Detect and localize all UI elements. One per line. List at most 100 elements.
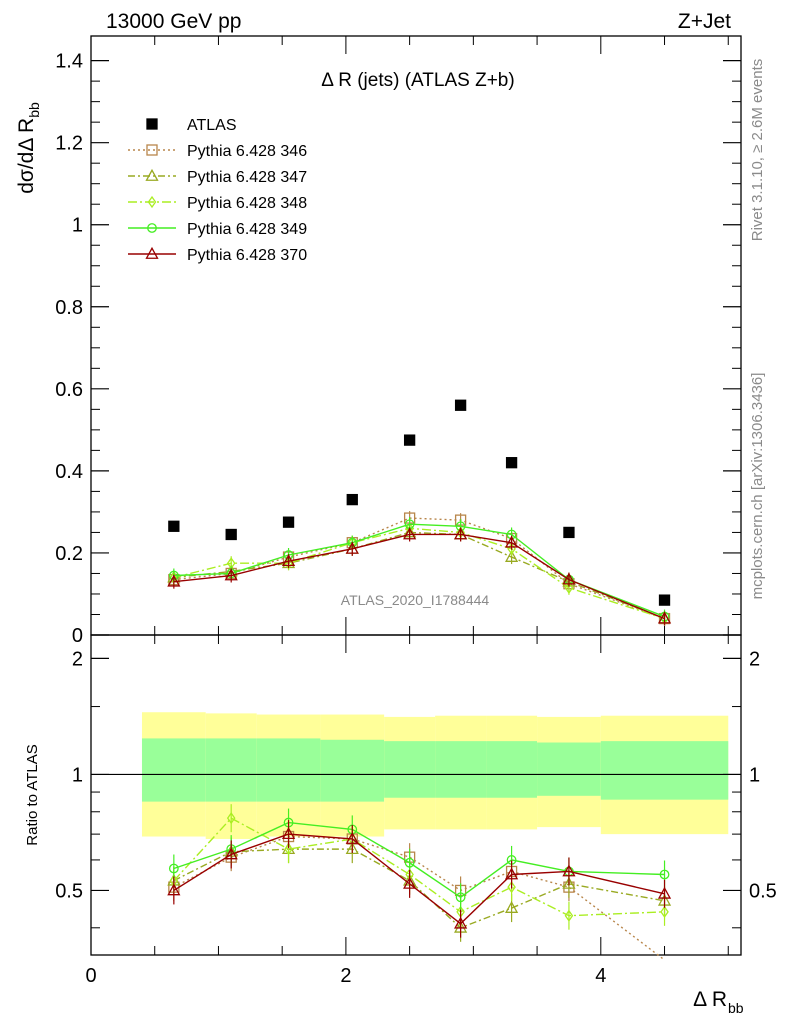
atlas-point-5 — [454, 399, 467, 411]
xtick-label-0: 0 — [85, 965, 96, 987]
legend-marker-atlas — [146, 118, 158, 130]
legend-marker-2 — [147, 195, 157, 209]
legend: ATLAS Pythia 6.428 346 Pythia 6.428 347 Pyt… — [128, 117, 307, 264]
ratio-axes: 0.5 0.5 1 1 2 2 0 2 4 — [55, 634, 777, 987]
ratio-bands — [91, 712, 741, 839]
xlabel: Δ R bb — [693, 988, 744, 1016]
main-ytick-label-5: 1 — [72, 215, 83, 237]
main-ytick-label-6: 1.2 — [55, 133, 83, 155]
ratio-ytick-label-right-2: 2 — [749, 648, 760, 670]
main-point-4-5 — [454, 527, 468, 540]
ratio-point-2-1 — [226, 812, 236, 825]
ratio-point-4-3 — [345, 831, 359, 844]
main-ylabel-text: dσ/dΔ R — [15, 118, 38, 194]
main-ylabel-sub: bb — [26, 102, 42, 118]
ratio-point-4-2 — [281, 827, 296, 840]
band-inner-7 — [537, 742, 601, 796]
band-inner-8 — [600, 741, 729, 800]
main-ytick-label-7: 1.4 — [55, 51, 83, 73]
main-ytick-label-0: 0 — [72, 625, 83, 647]
ratio-point-4-8 — [657, 886, 672, 899]
ratio-point-2-2 — [284, 842, 293, 856]
atlas-point-1 — [225, 528, 237, 541]
band-inner-2 — [256, 738, 321, 802]
svg-text:dσ/dΔ Rbb: dσ/dΔ Rbb — [15, 102, 42, 194]
atlas-point-0 — [168, 520, 180, 532]
main-point-4-6 — [504, 535, 519, 548]
ratio-ytick-label-left-1: 1 — [72, 764, 83, 786]
chart-title: Δ R (jets) (ATLAS Z+b) — [321, 70, 514, 91]
atlas-point-8 — [658, 594, 671, 606]
rivet-label: Rivet 3.1.10, ≥ 2.6M events — [749, 59, 766, 242]
atlas-point-2 — [282, 516, 295, 528]
main-point-4-4 — [403, 527, 417, 540]
legend-label-4: Pythia 6.428 370 — [187, 247, 307, 264]
header-left: 13000 GeV pp — [106, 10, 241, 33]
band-inner-4 — [384, 741, 436, 798]
svg-text:Δ R: Δ R — [693, 988, 727, 1011]
main-point-4-0 — [167, 574, 181, 587]
ratio-point-1-3 — [345, 842, 359, 855]
ratio-line-1 — [173, 848, 665, 929]
ratio-point-4-7 — [562, 864, 576, 877]
analysis-label: ATLAS_2020_I1788444 — [341, 592, 490, 608]
ratio-line-4 — [173, 833, 665, 925]
atlas-point-6 — [505, 457, 518, 469]
band-inner-1 — [205, 738, 257, 802]
main-point-4-3 — [345, 541, 359, 554]
ratio-point-2-8 — [660, 905, 669, 918]
main-ytick-label-3: 0.6 — [55, 379, 83, 401]
main-ytick-label-2: 0.4 — [55, 461, 83, 483]
main-point-4-1 — [224, 568, 238, 581]
ratio-point-4-4 — [403, 876, 417, 889]
ratio-point-4-0 — [167, 883, 181, 896]
ratio-series — [167, 804, 672, 961]
xtick-label-1: 2 — [340, 965, 351, 987]
ratio-ylabel: Ratio to ATLAS — [24, 744, 41, 845]
ratio-line-2 — [173, 817, 665, 917]
ratio-point-4-5 — [454, 916, 468, 929]
main-point-1-6 — [504, 549, 519, 562]
xlabel-sub: bb — [728, 1000, 744, 1016]
atlas-point-7 — [563, 526, 575, 539]
band-inner-6 — [486, 741, 538, 798]
xlabel-text: Δ R — [693, 988, 727, 1011]
ratio-point-1-6 — [504, 900, 519, 913]
ratio-ytick-label-left-2: 2 — [72, 648, 83, 670]
legend-marker-1 — [145, 168, 159, 181]
ratio-point-4-1 — [224, 847, 238, 860]
main-ytick-label-4: 0.8 — [55, 297, 83, 319]
ratio-point-3-8 — [659, 869, 670, 880]
legend-marker-0 — [146, 144, 158, 156]
ratio-frame — [90, 634, 742, 956]
legend-label-0: Pythia 6.428 346 — [187, 143, 307, 160]
band-inner-5 — [435, 741, 487, 798]
main-ytick-label-1: 0.2 — [55, 543, 83, 565]
xtick-label-2: 4 — [595, 965, 606, 987]
ratio-ytick-label-left-0: 0.5 — [55, 880, 83, 902]
main-point-4-2 — [281, 554, 296, 567]
ratio-line-0 — [173, 835, 665, 961]
main-ylabel: dσ/dΔ Rbb — [15, 102, 42, 194]
ratio-point-2-7 — [564, 909, 574, 922]
main-axes: 0 0.2 0.4 0.6 0.8 1 1.2 1.4 — [55, 35, 742, 647]
atlas-point-4 — [403, 434, 416, 446]
band-inner-3 — [320, 739, 385, 802]
atlas-point-3 — [346, 493, 358, 506]
legend-label-1: Pythia 6.428 347 — [187, 169, 307, 186]
main-point-4-7 — [562, 572, 576, 585]
legend-marker-4 — [145, 246, 159, 259]
ratio-point-3-5 — [455, 892, 466, 903]
main-series — [167, 399, 672, 626]
legend-label-3: Pythia 6.428 349 — [187, 221, 307, 238]
mcplots-label: mcplots.cern.ch [arXiv:1306.3436] — [749, 373, 766, 600]
legend-marker-3 — [147, 223, 157, 233]
band-inner-0 — [141, 738, 206, 802]
ratio-point-3-0 — [168, 863, 179, 874]
ratio-point-1-7 — [562, 876, 576, 889]
ratio-point-3-4 — [404, 857, 415, 868]
main-point-2-7 — [564, 581, 574, 594]
legend-label-atlas: ATLAS — [187, 117, 237, 134]
header-right: Z+Jet — [678, 10, 731, 33]
